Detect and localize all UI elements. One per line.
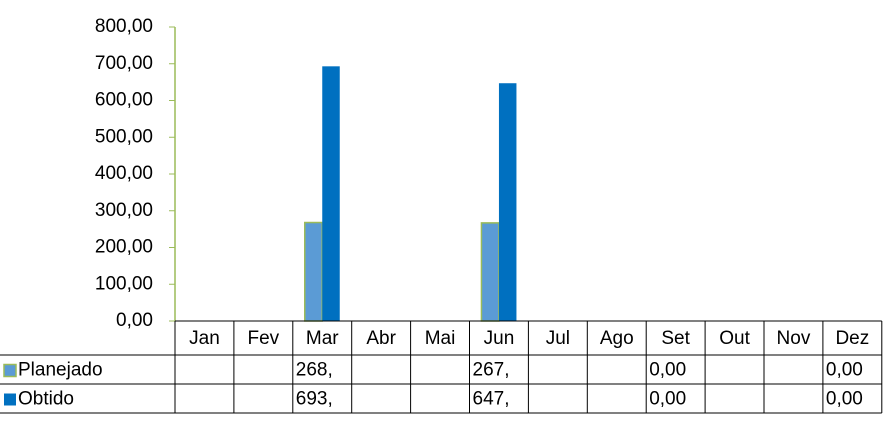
y-tick-label: 300,00 [95, 200, 153, 221]
x-tick-label: Set [661, 328, 690, 349]
x-tick-label: Fev [248, 328, 280, 349]
legend-label: Planejado [18, 360, 103, 381]
data-label: 0,00 [826, 360, 863, 381]
bar [322, 66, 340, 321]
legend-label: Obtido [18, 389, 74, 410]
data-label: 647, [473, 389, 510, 410]
legend-swatch [3, 363, 17, 378]
y-tick-label: 0,00 [116, 310, 153, 331]
bar [498, 83, 517, 321]
x-tick-label: Jan [189, 328, 220, 349]
x-tick-label: Nov [777, 328, 811, 349]
data-label: 267, [473, 360, 510, 381]
x-tick-label: Jun [484, 328, 515, 349]
x-tick-label: Jul [546, 328, 570, 349]
data-label: 0,00 [649, 360, 686, 381]
y-tick-label: 200,00 [95, 237, 153, 258]
x-tick-label: Ago [600, 328, 634, 349]
y-tick-label: 700,00 [95, 53, 153, 74]
x-tick-label: Dez [835, 328, 869, 349]
bar [480, 222, 500, 322]
bar [304, 221, 323, 322]
y-tick-label: 100,00 [95, 273, 153, 294]
x-tick-label: Abr [366, 328, 396, 349]
data-label: 0,00 [649, 389, 686, 410]
data-label: 268, [296, 360, 333, 381]
data-label: 0,00 [826, 389, 863, 410]
y-tick-label: 800,00 [95, 16, 153, 37]
x-tick-label: Mar [306, 328, 339, 349]
x-tick-label: Out [719, 328, 750, 349]
y-tick-label: 500,00 [95, 126, 153, 147]
x-tick-label: Mai [425, 328, 456, 349]
legend-swatch [4, 393, 16, 406]
data-label: 693, [296, 389, 333, 410]
y-tick-label: 400,00 [95, 163, 153, 184]
y-tick-label: 600,00 [95, 90, 153, 111]
